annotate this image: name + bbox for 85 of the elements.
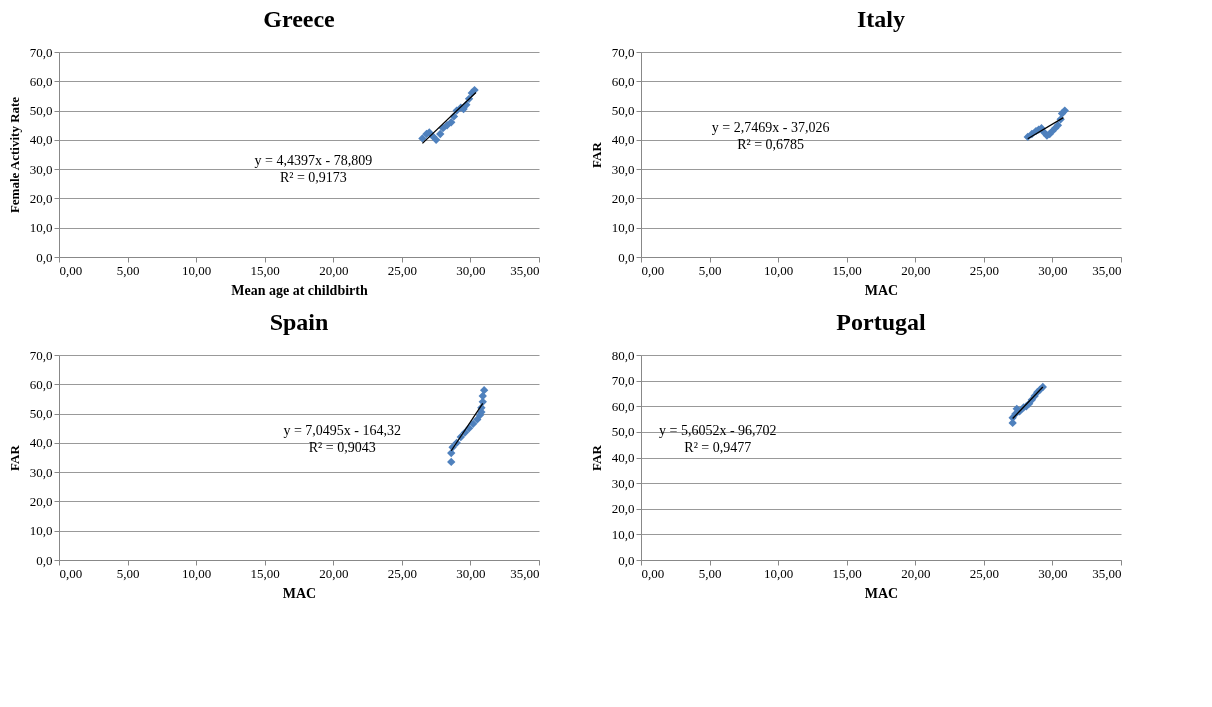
y-tick-label: 10,0 — [29, 523, 53, 539]
x-axis-title: MAC — [282, 585, 317, 601]
y-tick-label: 10,0 — [29, 220, 53, 236]
x-tick-label: 30,00 — [456, 565, 486, 581]
y-tick-label: 70,0 — [611, 373, 635, 389]
x-tick-label: 0,00 — [59, 262, 83, 278]
y-tick-label: 70,0 — [29, 347, 53, 363]
y-tick-label: 0,0 — [36, 249, 53, 265]
annotation: y = 4,4397x - 78,809 — [254, 152, 373, 168]
x-tick-label: 25,00 — [969, 262, 999, 278]
x-tick-label: 35,00 — [510, 262, 540, 278]
x-tick-label: 35,00 — [510, 565, 540, 581]
y-tick-label: 50,0 — [29, 406, 53, 422]
y-tick-label: 60,0 — [611, 73, 635, 89]
x-tick-label: 5,00 — [698, 262, 722, 278]
x-tick-label: 5,00 — [116, 262, 140, 278]
y-axis-title: FAR — [6, 444, 22, 471]
y-tick-label: 50,0 — [611, 424, 635, 440]
y-tick-label: 60,0 — [29, 73, 53, 89]
y-tick-label: 10,0 — [611, 220, 635, 236]
y-tick-label: 20,0 — [611, 190, 635, 206]
y-tick-label: 20,0 — [29, 493, 53, 509]
y-tick-label: 40,0 — [611, 132, 635, 148]
annotation: y = 2,7469x - 37,026 — [711, 119, 830, 135]
x-tick-label: 20,00 — [901, 262, 931, 278]
annotation: R² = 0,9173 — [279, 169, 347, 185]
x-tick-label: 0,00 — [641, 565, 665, 581]
y-axis-title: FAR — [588, 141, 604, 168]
annotation: R² = 0,9043 — [308, 439, 376, 455]
y-tick-label: 80,0 — [611, 347, 635, 363]
x-tick-label: 35,00 — [1092, 565, 1122, 581]
x-tick-label: 30,00 — [456, 262, 486, 278]
x-tick-label: 25,00 — [387, 262, 417, 278]
y-tick-label: 30,0 — [611, 475, 635, 491]
y-tick-label: 70,0 — [29, 44, 53, 60]
chart-title: Spain — [269, 309, 329, 335]
x-tick-label: 10,00 — [182, 565, 212, 581]
annotation: y = 7,0495x - 164,32 — [283, 422, 401, 438]
y-tick-label: 0,0 — [36, 552, 53, 568]
x-tick-label: 20,00 — [319, 262, 349, 278]
y-tick-label: 40,0 — [29, 132, 53, 148]
y-tick-label: 60,0 — [611, 398, 635, 414]
x-tick-label: 10,00 — [764, 262, 794, 278]
annotation: y = 5,6052x - 96,702 — [659, 422, 777, 438]
annotation: R² = 0,6785 — [737, 136, 805, 152]
y-tick-label: 40,0 — [29, 435, 53, 451]
y-tick-label: 60,0 — [29, 376, 53, 392]
x-tick-label: 20,00 — [319, 565, 349, 581]
y-tick-label: 30,0 — [29, 161, 53, 177]
chart-title: Portugal — [836, 309, 926, 335]
y-axis-title: FAR — [588, 444, 604, 471]
x-tick-label: 0,00 — [641, 262, 665, 278]
x-axis-title: MAC — [864, 585, 899, 601]
y-tick-label: 20,0 — [29, 190, 53, 206]
x-tick-label: 30,00 — [1038, 262, 1068, 278]
x-tick-label: 15,00 — [250, 565, 280, 581]
y-tick-label: 0,0 — [618, 249, 635, 265]
y-tick-label: 50,0 — [29, 103, 53, 119]
x-tick-label: 30,00 — [1038, 565, 1068, 581]
y-axis-title: Female Activity Rate — [6, 96, 22, 214]
x-tick-label: 20,00 — [901, 565, 931, 581]
x-tick-label: 15,00 — [832, 262, 862, 278]
chart-title: Italy — [857, 6, 905, 32]
y-tick-label: 20,0 — [611, 501, 635, 517]
x-axis-title: MAC — [864, 282, 899, 298]
y-tick-label: 30,0 — [29, 464, 53, 480]
x-tick-label: 5,00 — [116, 565, 140, 581]
annotation: R² = 0,9477 — [684, 439, 752, 455]
x-tick-label: 10,00 — [182, 262, 212, 278]
x-tick-label: 10,00 — [764, 565, 794, 581]
x-tick-label: 15,00 — [832, 565, 862, 581]
chart-title: Greece — [263, 6, 336, 32]
y-tick-label: 30,0 — [611, 161, 635, 177]
x-tick-label: 5,00 — [698, 565, 722, 581]
y-tick-label: 10,0 — [611, 526, 635, 542]
x-tick-label: 0,00 — [59, 565, 83, 581]
x-tick-label: 25,00 — [969, 565, 999, 581]
y-tick-label: 70,0 — [611, 44, 635, 60]
x-tick-label: 35,00 — [1092, 262, 1122, 278]
x-tick-label: 15,00 — [250, 262, 280, 278]
y-tick-label: 40,0 — [611, 450, 635, 465]
y-tick-label: 50,0 — [611, 103, 635, 119]
x-tick-label: 25,00 — [387, 565, 417, 581]
y-tick-label: 0,0 — [618, 552, 635, 568]
x-axis-title: Mean age at childbirth — [231, 282, 368, 298]
